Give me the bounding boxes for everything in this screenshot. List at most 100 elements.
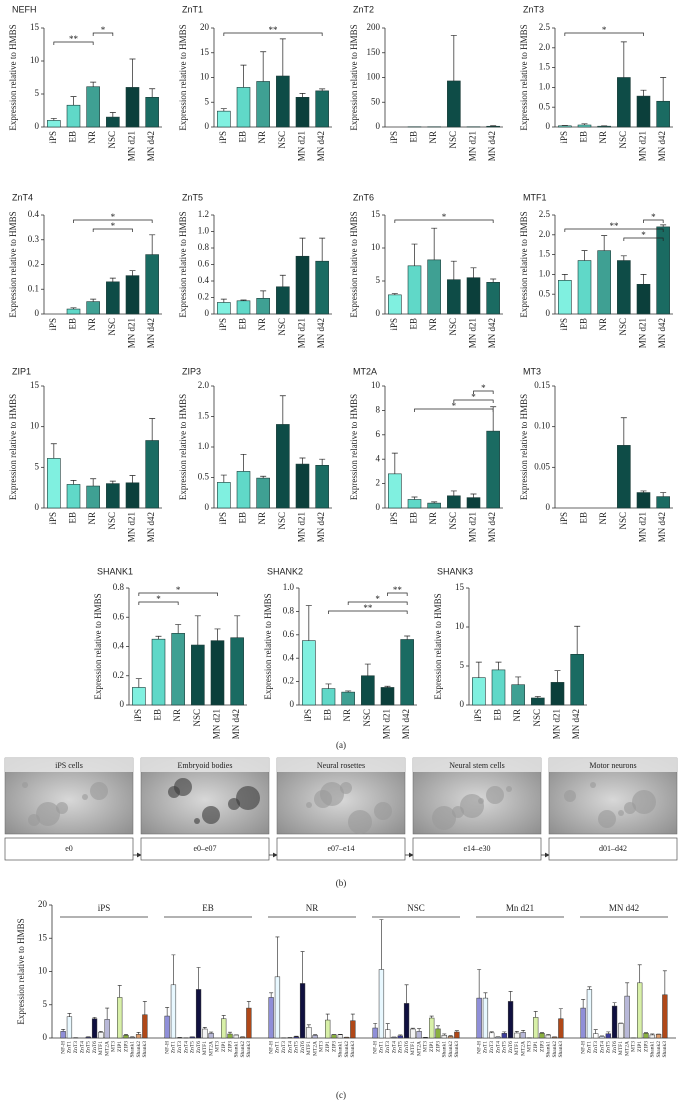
bar: [599, 1036, 605, 1039]
significance-label: *: [156, 594, 161, 604]
bar: [427, 502, 441, 509]
x-tick-label: MN d21: [638, 131, 648, 161]
y-tick-label: 0: [205, 121, 210, 131]
x-tick-label: NR: [172, 709, 182, 722]
x-tick-label: MN d42: [146, 318, 156, 348]
significance-label: *: [111, 221, 116, 231]
bar: [662, 994, 668, 1039]
error-bar: [650, 1033, 655, 1035]
x-tick-label: MT2A: [312, 1041, 318, 1056]
x-tick-label: MN d21: [212, 709, 222, 739]
x-tick-label: MN d21: [638, 512, 648, 542]
y-tick-label: 10: [30, 421, 40, 431]
y-tick-label: 0.5: [198, 472, 210, 482]
bar: [486, 282, 500, 315]
bar: [388, 473, 402, 509]
bar: [106, 116, 120, 128]
bar: [135, 1034, 142, 1039]
x-tick-label: Shank1: [546, 1041, 552, 1058]
error-bar: [129, 475, 136, 483]
error-bar: [90, 298, 97, 302]
x-tick-label: MN d42: [316, 512, 326, 542]
error-bar: [260, 475, 267, 479]
bar: [533, 1017, 539, 1039]
x-tick-label: Shank3: [454, 1041, 460, 1058]
error-bar: [275, 936, 280, 977]
x-tick-label: Shank2: [344, 1041, 350, 1058]
x-tick-label: NSC: [448, 131, 458, 149]
y-tick-label: 1.5: [539, 249, 551, 259]
error-bar: [391, 452, 398, 474]
photo-title: Embryoid bodies: [178, 761, 233, 770]
photo-texture: [36, 802, 60, 826]
bar: [256, 298, 270, 315]
bar: [388, 294, 402, 315]
x-tick-label: ZnT6: [508, 1041, 514, 1053]
x-tick-label: MTF1: [98, 1041, 104, 1055]
x-tick-label: NR: [512, 709, 522, 722]
bar: [403, 1003, 410, 1039]
y-tick-label: 0.3: [28, 234, 40, 244]
y-tick-label: 0.15: [534, 380, 550, 390]
bar: [427, 259, 441, 315]
x-tick-label: ZnT4: [183, 1041, 189, 1053]
bar: [233, 1034, 239, 1039]
y-tick-label: 20: [38, 899, 48, 909]
y-tick-label: 0.5: [539, 288, 551, 298]
stage-label: e14–e30: [463, 844, 490, 853]
bar: [230, 637, 244, 706]
x-tick-label: iPS: [218, 131, 228, 144]
x-tick-label: EB: [579, 131, 589, 143]
y-tick-label: 0.8: [283, 605, 295, 615]
error-bar: [431, 227, 438, 260]
y-tick-label: 0.2: [283, 676, 294, 686]
x-tick-label: MT3: [215, 1041, 221, 1052]
photo-texture: [460, 794, 484, 818]
bar: [98, 1032, 104, 1039]
stage-box: [276, 837, 406, 861]
y-axis-label: Expression relative to HMBS: [349, 24, 359, 130]
bar: [407, 499, 422, 509]
photo-title: iPS cells: [55, 761, 83, 770]
bar: [656, 100, 670, 128]
x-tick-label: ZnT5: [190, 1041, 196, 1053]
y-tick-label: 0: [460, 699, 465, 709]
error-bar: [581, 999, 586, 1009]
x-tick-label: ZnT3: [177, 1041, 183, 1053]
x-tick-label: MT3: [631, 1041, 637, 1052]
x-tick-label: MN d21: [127, 512, 137, 542]
group-label: iPS: [98, 903, 111, 913]
bar: [145, 97, 159, 128]
bar: [256, 477, 270, 509]
y-tick-label: 10: [371, 380, 381, 390]
y-tick-label: 10: [38, 966, 48, 976]
photo-title: Neural stem cells: [449, 761, 505, 770]
x-tick-label: MN d42: [146, 131, 156, 161]
error-bar: [431, 501, 438, 504]
x-tick-label: ZIP1: [429, 1041, 435, 1052]
error-bar: [620, 417, 627, 446]
x-tick-label: EB: [323, 709, 333, 721]
x-tick-label: ZnT1: [275, 1041, 281, 1053]
x-tick-label: EB: [409, 512, 419, 524]
significance-label: **: [69, 34, 79, 44]
x-tick-label: Shank3: [662, 1041, 668, 1058]
error-bar: [508, 991, 513, 1002]
x-tick-label: NR: [428, 512, 438, 525]
x-tick-label: NSC: [107, 131, 117, 149]
y-tick-label: 8: [376, 404, 381, 414]
x-tick-label: MTF1: [514, 1041, 520, 1055]
y-tick-label: 0: [546, 121, 551, 131]
x-tick-label: NR: [257, 512, 267, 525]
x-tick-label: ZnT5: [86, 1041, 92, 1053]
y-tick-label: 0: [205, 308, 210, 318]
photo-texture: [506, 786, 512, 792]
error-bar: [70, 307, 77, 310]
bar: [378, 969, 385, 1039]
error-bar: [196, 967, 201, 990]
bar: [125, 87, 140, 128]
x-tick-label: MT2A: [416, 1041, 422, 1056]
bar: [558, 125, 572, 128]
error-bar: [240, 299, 247, 301]
chart-title: ZIP3: [182, 366, 201, 376]
